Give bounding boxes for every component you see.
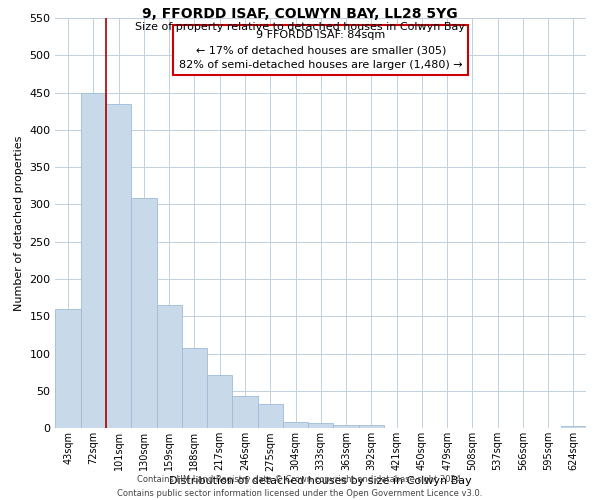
Bar [359, 426, 384, 428]
Bar [55, 309, 81, 428]
Text: 9 FFORDD ISAF: 84sqm
← 17% of detached houses are smaller (305)
82% of semi-deta: 9 FFORDD ISAF: 84sqm ← 17% of detached h… [179, 30, 463, 70]
Bar [106, 104, 131, 428]
Bar [561, 426, 586, 428]
Text: Size of property relative to detached houses in Colwyn Bay: Size of property relative to detached ho… [135, 22, 465, 32]
Bar [308, 423, 334, 428]
Text: 9, FFORDD ISAF, COLWYN BAY, LL28 5YG: 9, FFORDD ISAF, COLWYN BAY, LL28 5YG [142, 8, 458, 22]
Bar [157, 305, 182, 428]
Bar [81, 92, 106, 428]
Bar [232, 396, 257, 428]
Bar [283, 422, 308, 428]
Y-axis label: Number of detached properties: Number of detached properties [14, 136, 24, 311]
Bar [182, 348, 207, 428]
Text: Contains HM Land Registry data © Crown copyright and database right 2024.
Contai: Contains HM Land Registry data © Crown c… [118, 476, 482, 498]
Bar [257, 404, 283, 428]
Bar [131, 198, 157, 428]
Bar [207, 374, 232, 428]
Bar [334, 426, 359, 428]
X-axis label: Distribution of detached houses by size in Colwyn Bay: Distribution of detached houses by size … [169, 476, 472, 486]
